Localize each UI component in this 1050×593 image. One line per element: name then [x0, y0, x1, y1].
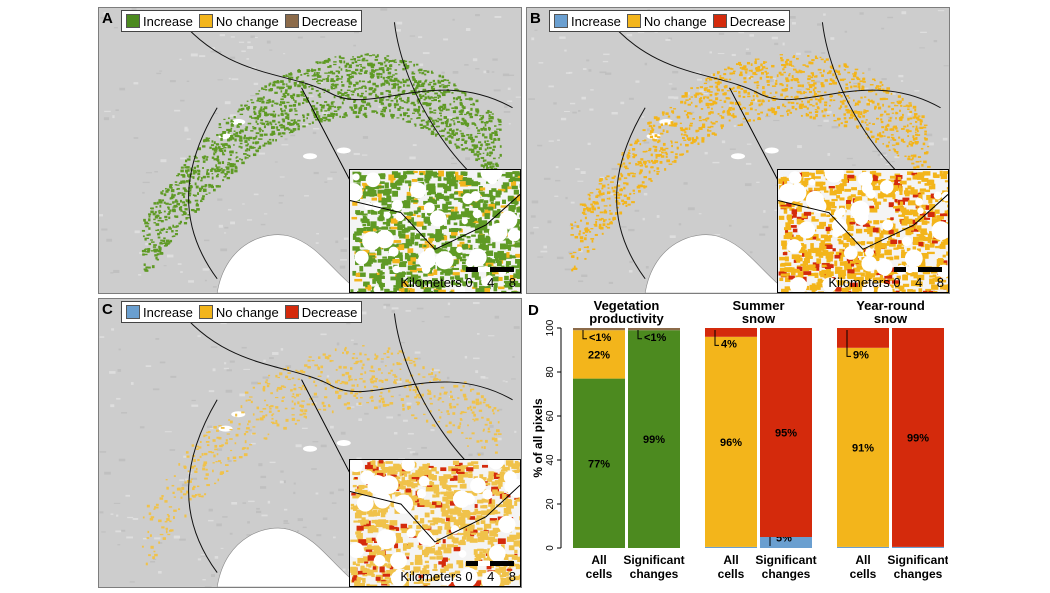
panel-label-b: B — [530, 10, 541, 27]
y-tick-label: 80 — [545, 366, 556, 378]
y-axis-label: % of all pixels — [531, 398, 545, 478]
bar-segment-1-0-0 — [705, 547, 757, 548]
legend-label: No change — [644, 14, 707, 29]
category-label: Significant — [755, 553, 816, 567]
inset-b-canvas — [778, 170, 948, 292]
category-label: cells — [718, 567, 745, 581]
y-tick-label: 20 — [545, 498, 556, 510]
map-panel-b: B Increase No change Decrease Kilometers… — [526, 7, 950, 294]
category-label: Significant — [887, 553, 948, 567]
bar-segment-2-1-0 — [892, 547, 944, 548]
bar-data-label: 99% — [907, 432, 929, 444]
group-title: snow — [874, 311, 908, 326]
bar-data-label: 95% — [775, 428, 797, 440]
bar-data-label: <1% — [589, 332, 612, 344]
legend-label: No change — [216, 14, 279, 29]
legend-b: Increase No change Decrease — [549, 10, 790, 32]
panel-label-d: D — [528, 302, 539, 319]
bar-segment-2-0-2 — [837, 328, 889, 348]
legend-swatch — [713, 14, 727, 28]
bar-segment-2-0-0 — [837, 547, 889, 548]
bar-data-label: 99% — [643, 434, 665, 446]
scale-label: Kilometers 0 4 8 — [400, 569, 516, 584]
legend-c-no-change: No change — [199, 305, 279, 320]
bar-data-label: 22% — [588, 349, 610, 361]
legend-swatch — [627, 14, 641, 28]
bar-segment-0-0-2 — [573, 328, 625, 330]
inset-map-c: Kilometers 0 4 8 — [349, 459, 521, 587]
category-label: cells — [850, 567, 877, 581]
legend-label: Increase — [571, 14, 621, 29]
legend-label: Decrease — [302, 305, 358, 320]
legend-label: Increase — [143, 305, 193, 320]
legend-swatch — [126, 14, 140, 28]
legend-swatch — [199, 14, 213, 28]
scale-label: Kilometers 0 4 8 — [400, 275, 516, 290]
legend-label: Increase — [143, 14, 193, 29]
category-label: cells — [586, 567, 613, 581]
inset-map-b: Kilometers 0 4 8 — [777, 169, 949, 293]
y-tick-label: 0 — [545, 545, 556, 551]
panel-label-a: A — [102, 10, 113, 27]
category-label: changes — [762, 567, 811, 581]
legend-swatch — [126, 305, 140, 319]
bar-data-label: <1% — [644, 332, 667, 344]
category-label: All — [855, 553, 870, 567]
y-tick-label: 100 — [545, 319, 556, 336]
legend-swatch — [199, 305, 213, 319]
bar-data-label: 9% — [853, 349, 869, 361]
bar-data-label: 4% — [721, 338, 737, 350]
y-tick-label: 40 — [545, 454, 556, 466]
legend-b-no-change: No change — [627, 14, 707, 29]
bar-segment-0-1-1 — [628, 328, 680, 330]
map-panel-c: C Increase No change Decrease Kilometers… — [98, 298, 522, 588]
legend-a-no-change: No change — [199, 14, 279, 29]
category-label: changes — [894, 567, 943, 581]
group-title: snow — [742, 311, 776, 326]
inset-map-a: Kilometers 0 4 8 — [349, 169, 521, 293]
legend-swatch — [285, 14, 299, 28]
scale-bar — [466, 561, 514, 566]
legend-b-increase: Increase — [554, 14, 621, 29]
bar-segment-1-0-2 — [705, 328, 757, 337]
category-label: Significant — [623, 553, 684, 567]
category-label: changes — [630, 567, 679, 581]
legend-c: Increase No change Decrease — [121, 301, 362, 323]
bar-data-label: 96% — [720, 437, 742, 449]
legend-c-decrease: Decrease — [285, 305, 358, 320]
legend-label: Decrease — [302, 14, 358, 29]
legend-a-increase: Increase — [126, 14, 193, 29]
legend-a-decrease: Decrease — [285, 14, 358, 29]
legend-c-increase: Increase — [126, 305, 193, 320]
legend-label: Decrease — [730, 14, 786, 29]
scale-bar — [894, 267, 942, 272]
inset-a-canvas — [350, 170, 520, 292]
category-label: All — [723, 553, 738, 567]
group-title: productivity — [589, 311, 664, 326]
map-panel-a: A Increase No change Decrease Kilometers… — [98, 7, 522, 294]
legend-a: Increase No change Decrease — [121, 10, 362, 32]
bar-data-label: 91% — [852, 442, 874, 454]
legend-swatch — [554, 14, 568, 28]
scale-bar — [466, 267, 514, 272]
category-label: All — [591, 553, 606, 567]
panel-label-c: C — [102, 301, 113, 318]
inset-c-canvas — [350, 460, 520, 586]
legend-swatch — [285, 305, 299, 319]
legend-label: No change — [216, 305, 279, 320]
y-tick-label: 60 — [545, 410, 556, 422]
stacked-bar-chart: % of all pixels02040608010077%22%<1%Allc… — [528, 298, 948, 588]
scale-label: Kilometers 0 4 8 — [828, 275, 944, 290]
bar-data-label: 77% — [588, 458, 610, 470]
legend-b-decrease: Decrease — [713, 14, 786, 29]
